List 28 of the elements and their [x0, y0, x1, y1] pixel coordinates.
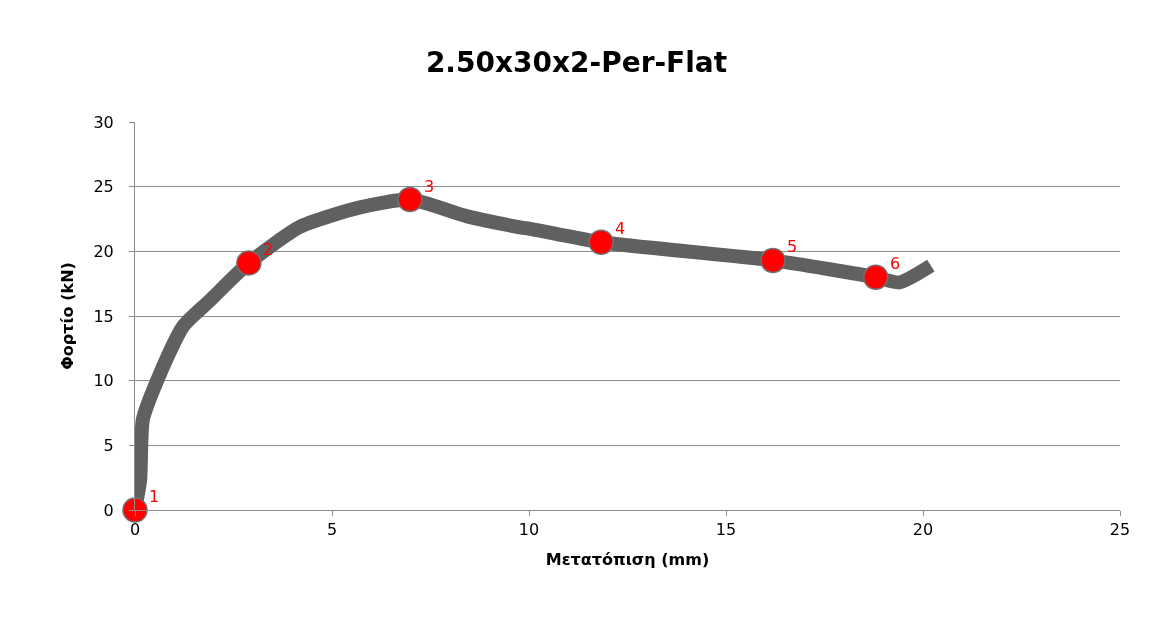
- annotation: 1: [149, 487, 160, 506]
- chart-title: 2.50x30x2-Per-Flat: [425, 46, 728, 80]
- x-tick-label: 20: [912, 520, 934, 540]
- y-tick-label: 20: [93, 241, 114, 261]
- point: [236, 250, 262, 276]
- y-tick-label: 25: [93, 177, 114, 197]
- x-tick-label: 5: [326, 520, 338, 540]
- point: [122, 497, 148, 523]
- x-tick-label: 15: [715, 520, 737, 540]
- annotation: 2: [263, 240, 274, 259]
- point: [862, 264, 889, 290]
- x-axis-title: Μετατόπιση (mm): [545, 549, 710, 569]
- annotation: 4: [615, 219, 626, 238]
- annotation: 3: [424, 177, 435, 196]
- x-tick-label: 25: [1109, 520, 1131, 540]
- point: [397, 186, 423, 213]
- y-tick-label: 0: [103, 500, 114, 520]
- annotation: 6: [890, 254, 901, 273]
- point: [760, 247, 786, 274]
- x-tick-label: 10: [518, 520, 540, 540]
- annotation: 5: [787, 237, 798, 256]
- y-tick-label: 5: [103, 435, 114, 455]
- y-tick-label: 10: [93, 371, 114, 391]
- y-tick-label: 30: [93, 112, 114, 132]
- y-axis-title: Φορτίο (kN): [58, 262, 78, 370]
- x-tick-label: 0: [129, 520, 141, 540]
- y-tick-label: 15: [93, 306, 114, 326]
- point: [588, 229, 614, 256]
